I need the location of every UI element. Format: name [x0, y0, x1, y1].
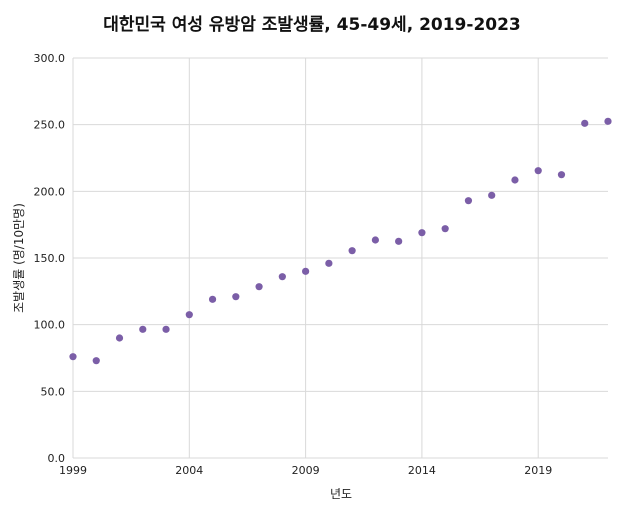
chart-title: 대한민국 여성 유방암 조발생률, 45-49세, 2019-2023: [103, 15, 521, 35]
data-point: [441, 225, 449, 233]
tick-labels: 0.0 50.0 100.0 150.0 200.0 250.0 300.0 1999 2004…: [34, 52, 553, 477]
data-point: [208, 295, 217, 303]
data-point: [557, 171, 566, 179]
x-axis-label: 년도: [330, 487, 352, 501]
data-point: [581, 119, 589, 127]
data-point: [255, 283, 263, 291]
x-tick-label: 2004: [175, 464, 203, 477]
data-point: [348, 247, 356, 255]
data-point: [418, 229, 426, 237]
data-point: [139, 325, 147, 333]
y-tick-label: 50.0: [41, 385, 66, 398]
data-point: [395, 237, 403, 245]
y-axis-label: 조발생률 (명/10만명): [12, 203, 26, 313]
data-point: [371, 236, 379, 244]
data-points: [69, 117, 612, 365]
data-point: [69, 353, 77, 361]
y-tick-label: 200.0: [34, 185, 66, 198]
y-tick-label: 300.0: [34, 52, 66, 65]
data-point: [604, 117, 612, 125]
data-point: [464, 197, 473, 205]
data-point: [232, 293, 240, 301]
data-point: [325, 259, 333, 267]
data-point: [534, 167, 542, 175]
x-tick-label: 1999: [59, 464, 87, 477]
data-point: [278, 273, 286, 281]
data-point: [488, 191, 496, 199]
data-point: [162, 325, 170, 333]
x-tick-label: 2009: [292, 464, 320, 477]
data-point: [115, 334, 124, 342]
data-point: [185, 311, 193, 319]
y-tick-label: 0.0: [48, 452, 66, 465]
y-tick-label: 250.0: [34, 119, 66, 132]
y-tick-label: 150.0: [34, 252, 66, 265]
grid: [72, 57, 608, 459]
data-point: [302, 267, 310, 275]
x-tick-label: 2014: [408, 464, 436, 477]
data-point: [92, 357, 100, 365]
data-point: [511, 176, 519, 184]
x-tick-label: 2019: [524, 464, 552, 477]
y-tick-label: 100.0: [34, 319, 66, 332]
